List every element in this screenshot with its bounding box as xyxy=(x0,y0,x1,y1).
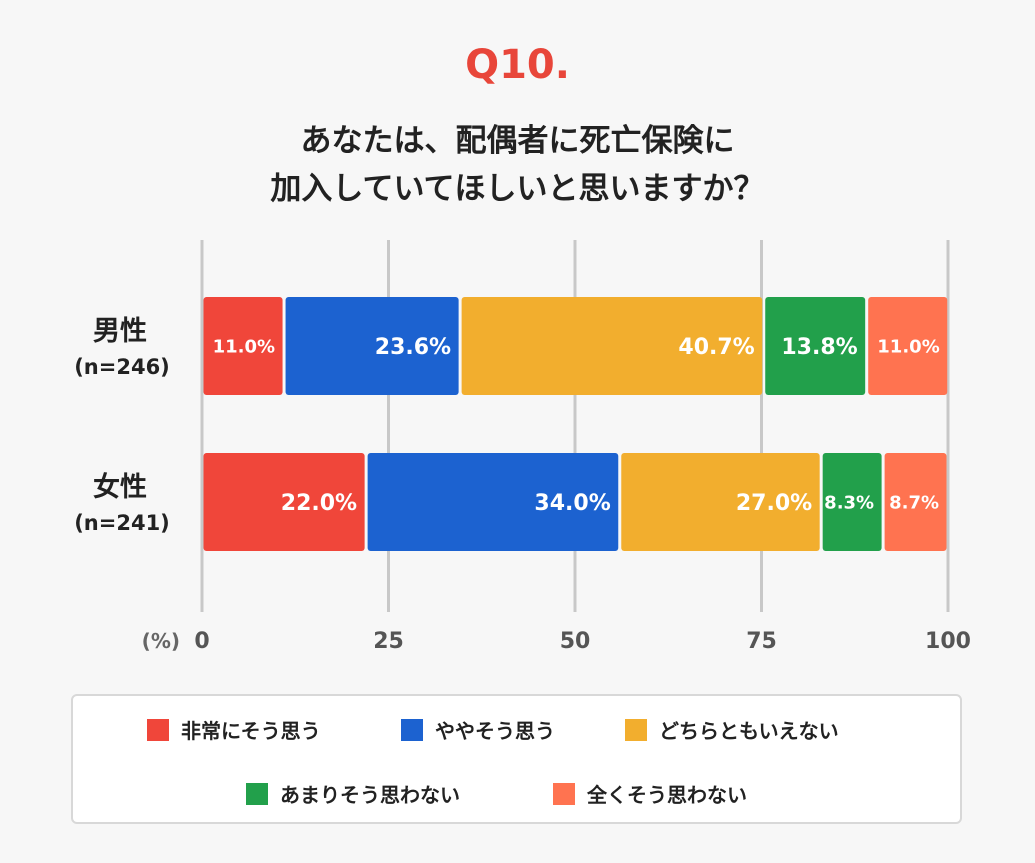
legend-item-4: 全くそう思わない xyxy=(553,779,747,808)
bar-segment-0-1 xyxy=(285,297,459,395)
bar-segment-1-1 xyxy=(367,453,619,551)
legend-label-2: どちらともいえない xyxy=(659,719,839,743)
legend-swatch-3 xyxy=(246,782,268,805)
question-number: Q10. xyxy=(465,42,570,88)
bar-segment-0-2 xyxy=(461,297,763,395)
legend-item-1: ややそう思う xyxy=(401,715,555,744)
data-label-1-1: 34.0% xyxy=(534,491,610,516)
question-text-line-2: 加入していてほしいと思いますか？ xyxy=(270,171,765,207)
data-label-1-2: 27.0% xyxy=(736,491,812,516)
category-label-0: 男性 xyxy=(93,316,147,347)
bar-segment-1-2 xyxy=(621,453,820,551)
legend-label-4: 全くそう思わない xyxy=(587,783,747,807)
chart-legend: 非常にそう思う ややそう思う どちらともいえないあまりそう思わない 全くそう思わない xyxy=(71,694,962,824)
x-tick-label-100: 100 xyxy=(925,629,971,654)
x-tick-label-25: 25 xyxy=(373,629,404,654)
legend-label-1: ややそう思う xyxy=(435,719,555,743)
category-sub-label-1: (n=241) xyxy=(74,511,170,535)
legend-swatch-4 xyxy=(553,782,575,805)
legend-item-2: どちらともいえない xyxy=(625,715,839,744)
legend-label-3: あまりそう思わない xyxy=(280,783,460,807)
x-axis-unit-label: (%) xyxy=(142,629,180,653)
x-tick-label-75: 75 xyxy=(746,629,777,654)
legend-label-0: 非常にそう思う xyxy=(181,719,321,743)
legend-item-0: 非常にそう思う xyxy=(147,715,321,744)
data-label-0-2: 40.7% xyxy=(678,335,754,360)
legend-item-3: あまりそう思わない xyxy=(246,779,460,808)
bar-segment-0-4 xyxy=(868,297,948,395)
legend-swatch-2 xyxy=(625,718,647,741)
bar-segment-1-0 xyxy=(203,453,365,551)
x-tick-label-0: 0 xyxy=(194,629,209,654)
x-tick-label-50: 50 xyxy=(560,629,591,654)
legend-swatch-1 xyxy=(401,718,423,741)
stacked-bar-chart: 0 25 50 75 100 (%) 男性 (n=246) 女性 (n=241) 11.0% 23.6… xyxy=(74,240,971,654)
bar-segment-0-0 xyxy=(203,297,283,395)
category-label-1: 女性 xyxy=(93,471,147,503)
legend-swatch-0 xyxy=(147,718,169,741)
data-label-0-3: 13.8% xyxy=(781,335,857,360)
question-text-line-1: あなたは、配偶者に死亡保険に xyxy=(300,123,735,159)
data-label-1-0: 22.0% xyxy=(281,491,357,516)
data-label-1-4: 8.7% xyxy=(889,492,939,513)
bar-segment-1-4 xyxy=(884,453,947,551)
data-label-0-0: 11.0% xyxy=(213,336,275,357)
data-label-1-3: 8.3% xyxy=(824,492,874,513)
data-label-0-4: 11.0% xyxy=(877,336,939,357)
bar-segment-0-3 xyxy=(765,297,866,395)
data-label-0-1: 23.6% xyxy=(375,335,451,360)
bar-segment-1-3 xyxy=(822,453,882,551)
category-sub-label-0: (n=246) xyxy=(74,355,170,379)
